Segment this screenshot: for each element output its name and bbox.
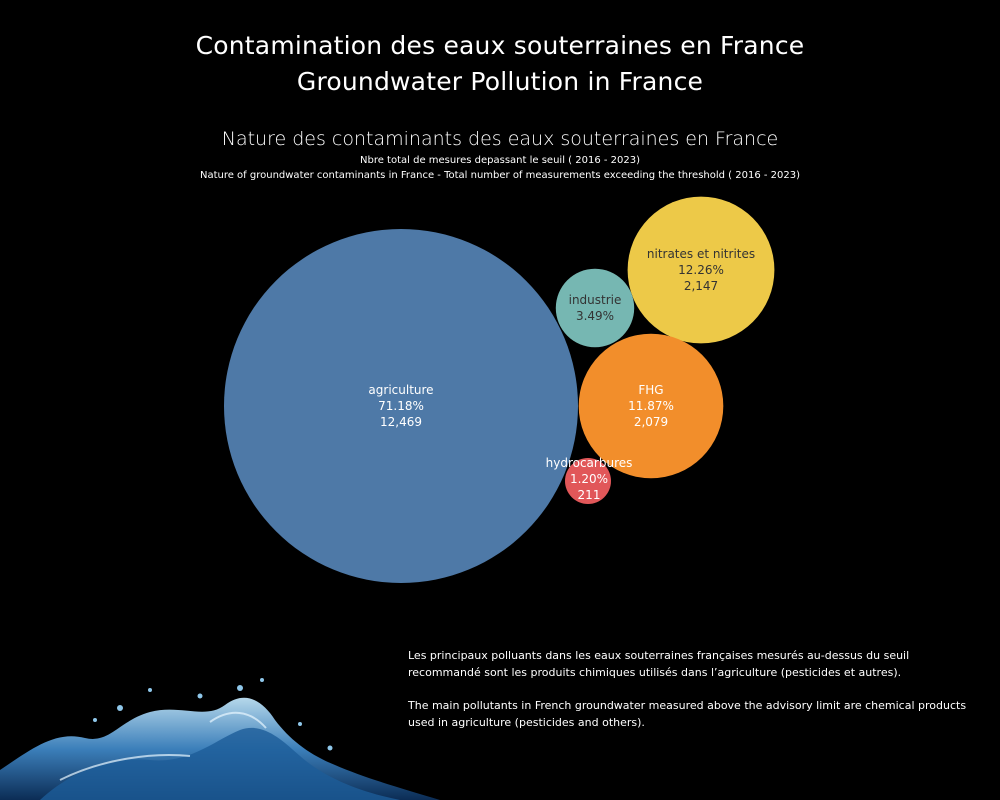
chart-subtitle-french: Nbre total de mesures depassant le seuil…	[360, 155, 640, 166]
bubble-chart: agriculture 71.18% 12,469 nitrates et nitri…	[224, 196, 775, 583]
bubble-industrie	[555, 268, 635, 348]
title-english: Groundwater Pollution in France	[296, 67, 704, 96]
bubble-hydrocarbures	[565, 458, 611, 504]
bubble-label-industrie: industrie	[569, 293, 622, 307]
bubble-percent-nitrates-et-nitrites: 12.26%	[678, 263, 724, 277]
bubble-label-hydrocarbures: hydrocarbures	[546, 456, 633, 470]
dashboard-title: Contamination des eaux souterraines en F…	[0, 28, 1000, 100]
bubble-label-FHG: FHG	[638, 383, 663, 397]
bubble-nitrates-et-nitrites	[627, 196, 775, 344]
bubble-agriculture	[224, 229, 578, 583]
bubble-percent-hydrocarbures: 1.20%	[570, 472, 608, 486]
bubble-count-hydrocarbures: 211	[578, 488, 601, 502]
bubble-count-FHG: 2,079	[634, 415, 668, 429]
note-french: Les principaux polluants dans les eaux s…	[408, 649, 910, 679]
bubble-percent-FHG: 11.87%	[628, 399, 674, 413]
note-english: The main pollutants in French groundwate…	[408, 699, 967, 729]
bubble-count-nitrates-et-nitrites: 2,147	[684, 279, 718, 293]
water-splash-image	[0, 678, 440, 800]
bubble-label-agriculture: agriculture	[368, 383, 433, 397]
title-french: Contamination des eaux souterraines en F…	[195, 31, 805, 60]
bubble-percent-industrie: 3.49%	[576, 309, 614, 323]
bubble-percent-agriculture: 71.18%	[378, 399, 424, 413]
chart-subtitle-english: Nature of groundwater contaminants in Fr…	[199, 170, 801, 181]
bubble-label-nitrates-et-nitrites: nitrates et nitrites	[647, 247, 755, 261]
bubble-count-agriculture: 12,469	[380, 415, 422, 429]
chart-title: Nature des contaminants des eaux souterr…	[221, 128, 779, 150]
bubble-FHG	[578, 333, 724, 479]
